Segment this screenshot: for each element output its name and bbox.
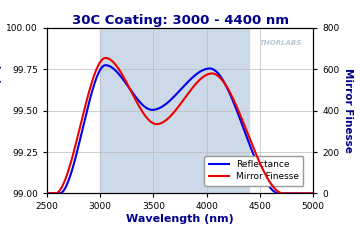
Bar — [100, 28, 249, 193]
Title: 30C Coating: 3000 - 4400 nm: 30C Coating: 3000 - 4400 nm — [72, 14, 288, 27]
Y-axis label: Mirror Finesse: Mirror Finesse — [343, 68, 354, 153]
Y-axis label: Reflectance (%): Reflectance (%) — [0, 64, 2, 157]
X-axis label: Wavelength (nm): Wavelength (nm) — [126, 214, 234, 224]
Text: THORLABS: THORLABS — [260, 40, 302, 45]
Legend: Reflectance, Mirror Finesse: Reflectance, Mirror Finesse — [204, 156, 303, 185]
